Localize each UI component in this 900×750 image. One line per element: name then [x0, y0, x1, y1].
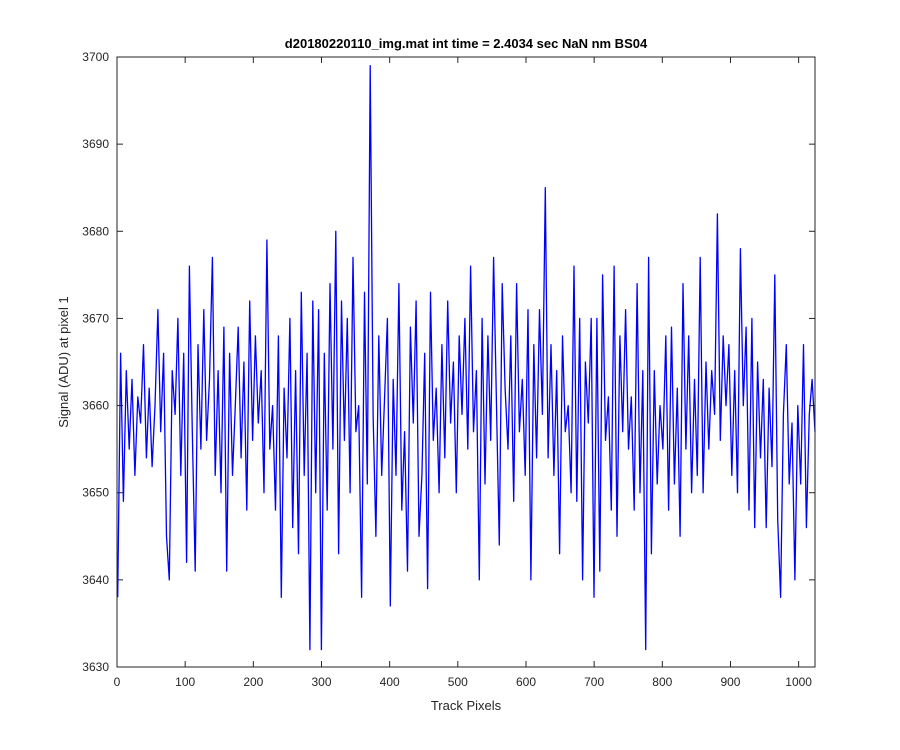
y-tick-label: 3660 — [82, 399, 109, 413]
chart-title: d20180220110_img.mat int time = 2.4034 s… — [285, 36, 648, 51]
y-tick-label: 3690 — [82, 137, 109, 151]
y-tick-label: 3680 — [82, 224, 109, 238]
y-tick-label: 3640 — [82, 573, 109, 587]
x-tick-label: 0 — [114, 675, 121, 689]
x-tick-label: 1000 — [785, 675, 812, 689]
axis-ticks: 0 100 200 300 400 500 600 700 800 900 1000 3630 3640… — [82, 50, 815, 689]
x-tick-label: 400 — [380, 675, 400, 689]
x-tick-label: 300 — [311, 675, 331, 689]
x-tick-label: 700 — [584, 675, 604, 689]
x-axis-label: Track Pixels — [431, 698, 502, 713]
y-tick-label: 3670 — [82, 311, 109, 325]
y-axis-label: Signal (ADU) at pixel 1 — [56, 296, 71, 428]
axes-box — [116, 56, 816, 668]
y-tick-label: 3650 — [82, 486, 109, 500]
x-tick-label: 900 — [720, 675, 740, 689]
y-tick-label: 3700 — [82, 50, 109, 64]
x-tick-label: 500 — [448, 675, 468, 689]
y-tick-label: 3630 — [82, 660, 109, 674]
plot-area — [117, 65, 816, 651]
series-line-0 — [117, 65, 816, 651]
x-tick-label: 600 — [516, 675, 536, 689]
x-tick-label: 200 — [243, 675, 263, 689]
x-tick-label: 100 — [175, 675, 195, 689]
x-tick-label: 800 — [652, 675, 672, 689]
